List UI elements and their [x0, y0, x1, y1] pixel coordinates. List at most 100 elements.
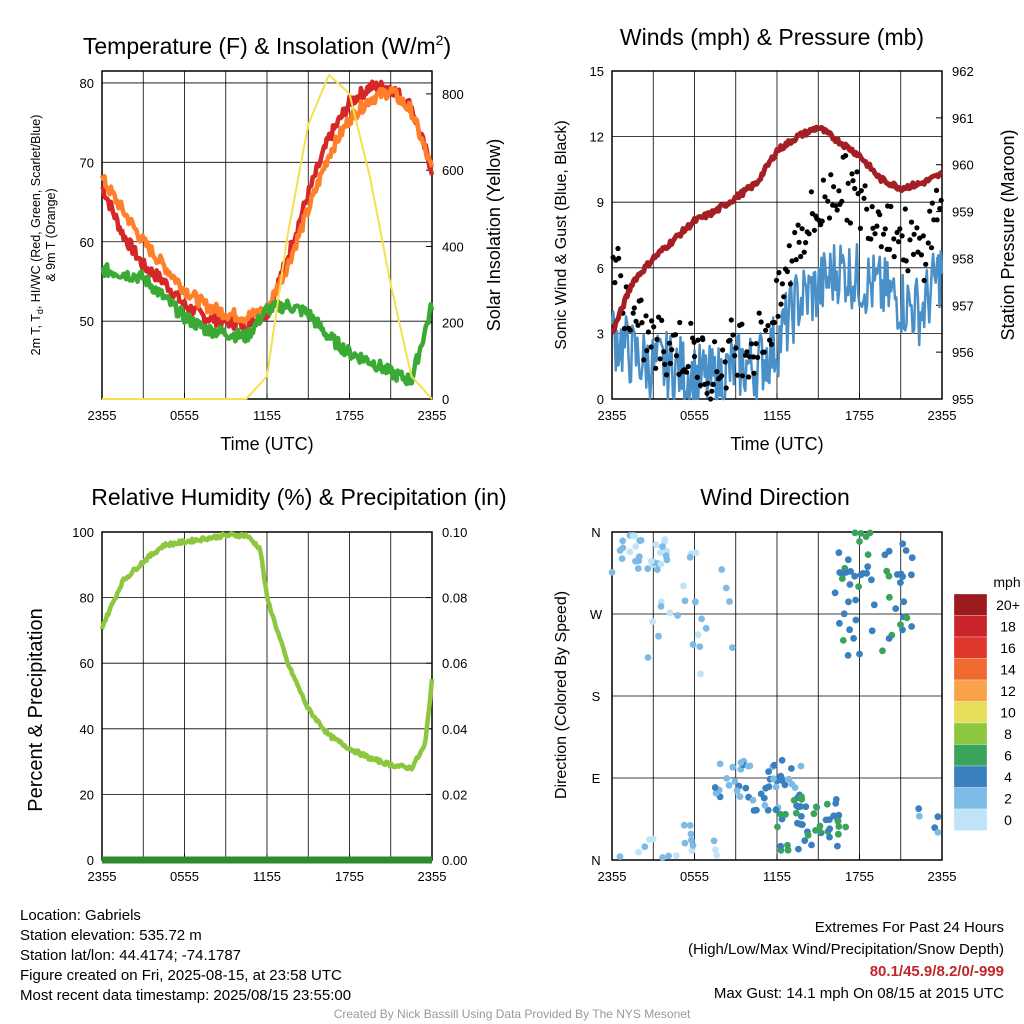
gust-point: [822, 194, 828, 200]
x-axis-label: Time (UTC): [220, 434, 313, 454]
gust-point: [661, 349, 667, 355]
gust-point: [643, 313, 649, 319]
direction-point: [885, 572, 893, 580]
gust-point: [778, 301, 784, 307]
direction-point: [897, 621, 904, 628]
gust-point: [691, 339, 697, 345]
direction-point: [797, 762, 805, 770]
gust-point: [746, 354, 753, 360]
gust-point: [834, 207, 840, 213]
direction-point: [649, 835, 657, 843]
direction-point: [688, 847, 696, 854]
gust-point: [908, 219, 915, 225]
y-tick-label: 50: [80, 314, 94, 329]
gust-point: [733, 345, 739, 351]
gust-point: [644, 348, 650, 354]
direction-point: [761, 802, 769, 809]
gust-point: [618, 273, 624, 279]
x-tick-label: 1755: [335, 869, 364, 884]
gust-point: [719, 373, 725, 379]
gust-point: [819, 218, 825, 224]
direction-point: [712, 846, 719, 854]
gust-point: [925, 240, 931, 246]
gust-point: [902, 206, 908, 212]
gust-point: [712, 339, 718, 345]
direction-point: [665, 852, 672, 860]
direction-point: [765, 768, 772, 775]
gust-point: [714, 369, 720, 375]
gust-point: [709, 388, 715, 394]
direction-tick-label: N: [591, 853, 600, 868]
y-tick-label: 3: [597, 326, 604, 341]
gust-point: [910, 251, 917, 257]
x-tick-label: 2355: [418, 408, 447, 423]
gust-point: [836, 188, 842, 194]
direction-point: [635, 848, 642, 856]
direction-point: [723, 775, 731, 782]
gust-point: [773, 277, 780, 283]
gust-point: [792, 229, 798, 236]
direction-point: [885, 635, 893, 642]
x-tick-label: 1155: [253, 408, 281, 423]
colorbar-swatch: [953, 744, 988, 767]
direction-point: [845, 598, 852, 606]
gust-point: [796, 239, 802, 245]
direction-point: [788, 780, 796, 788]
gust-point: [722, 359, 728, 365]
gust-point: [633, 318, 639, 324]
direction-point: [722, 584, 730, 592]
gust-point: [645, 329, 652, 335]
gust-point: [854, 169, 860, 175]
y-tick-label: 15: [590, 64, 604, 79]
gust-point: [648, 344, 654, 350]
gust-point: [934, 217, 940, 223]
colorbar-label: 14: [1000, 662, 1016, 678]
direction-point: [659, 543, 666, 550]
gust-point: [649, 318, 655, 324]
series-line-2: [100, 262, 435, 387]
direction-point: [692, 549, 700, 557]
gust-point: [653, 365, 659, 371]
direction-point: [899, 626, 906, 634]
extremes-values: 80.1/45.9/8.2/0/-999: [869, 963, 1004, 980]
direction-point: [644, 654, 652, 661]
direction-point: [725, 781, 733, 789]
gust-point: [728, 317, 734, 323]
y2-tick-label: 957: [952, 298, 974, 313]
direction-point: [863, 569, 871, 577]
direction-point: [826, 816, 833, 823]
gust-point: [933, 187, 940, 193]
y-axis-label: Percent & Precipitation: [25, 608, 47, 811]
gust-point: [927, 208, 933, 214]
gust-point: [635, 322, 641, 328]
colorbar-label: 16: [1000, 640, 1016, 656]
gust-point: [808, 189, 815, 195]
y-tick-label: 6: [597, 261, 604, 276]
direction-point: [801, 837, 809, 844]
direction-point: [770, 775, 777, 783]
gust-point: [880, 231, 887, 237]
y-axis-label-line2: & 9m T (Orange): [44, 188, 58, 281]
colorbar-title: mph: [993, 574, 1020, 590]
direction-point: [784, 841, 791, 849]
direction-point: [736, 793, 744, 800]
direction-point: [857, 571, 865, 579]
gust-point: [828, 172, 834, 178]
direction-point: [674, 612, 681, 619]
y-tick-label: 80: [80, 76, 94, 91]
y-axis-label: 2m T, Td, HI/WC (Red, Green, Scarlet/Blu…: [29, 115, 45, 356]
direction-point: [618, 555, 626, 562]
direction-point: [659, 854, 666, 861]
y-tick-label: 0: [87, 853, 94, 868]
direction-point: [879, 647, 886, 655]
direction-point: [619, 537, 627, 545]
direction-tick-label: E: [592, 771, 601, 786]
direction-point: [870, 601, 878, 609]
y-tick-label: 12: [590, 130, 604, 145]
gust-point: [787, 281, 794, 287]
direction-point: [788, 765, 795, 772]
gust-point: [882, 226, 888, 232]
gust-point: [861, 195, 867, 201]
direction-point: [710, 837, 718, 845]
direction-point: [852, 596, 859, 604]
